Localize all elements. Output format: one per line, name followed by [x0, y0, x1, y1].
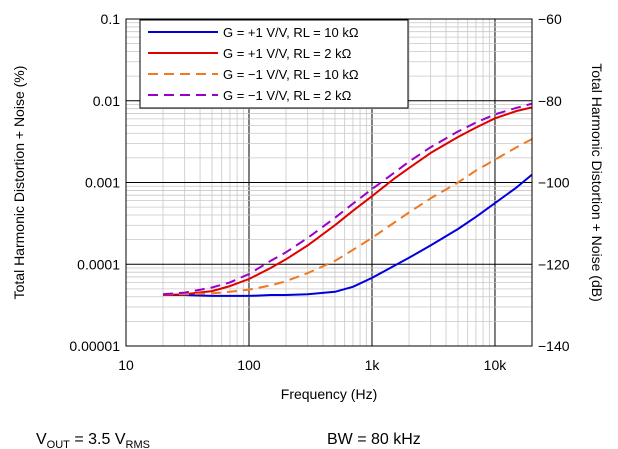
vout-mid: = 3.5 V [70, 431, 126, 448]
y-tick-label: 0.0001 [77, 256, 120, 272]
y-tick-label: 0.01 [93, 93, 120, 109]
vout-note: VOUT = 3.5 VRMS [36, 431, 150, 449]
bandwidth-note: BW = 80 kHz [327, 431, 421, 448]
y-tick-label: 0.001 [85, 175, 120, 191]
vout-sub1: OUT [47, 439, 71, 449]
x-tick-label: 100 [237, 357, 261, 373]
y-axis-label-right: Total Harmonic Distortion + Noise (dB) [589, 63, 605, 301]
series-line-3 [163, 138, 533, 296]
y-tick-label-right: −100 [538, 175, 570, 191]
legend-entry: G = +1 V/V, RL = 2 kΩ [223, 46, 352, 61]
y-tick-label-right: −60 [538, 11, 562, 27]
y-axis-label-left: Total Harmonic Distortion + Noise (%) [11, 66, 27, 300]
y-tick-label: 0.1 [101, 11, 121, 27]
y-tick-label: 0.00001 [69, 338, 120, 354]
legend-entry: G = +1 V/V, RL = 10 kΩ [223, 25, 359, 40]
vout-main: V [36, 431, 47, 448]
legend-entry: G = −1 V/V, RL = 2 kΩ [223, 88, 352, 103]
legend: G = +1 V/V, RL = 10 kΩ G = +1 V/V, RL = 2… [139, 19, 409, 109]
vout-sub2: RMS [126, 439, 150, 449]
x-tick-label: 1k [365, 357, 381, 373]
series-line-1 [163, 173, 533, 297]
series-line-4 [162, 102, 533, 296]
y-tick-label-right: −120 [538, 256, 570, 272]
series-line-2 [162, 106, 533, 296]
y-tick-label-right: −140 [538, 338, 570, 354]
x-tick-labels: 10 100 1k 10k [118, 357, 507, 373]
legend-box [139, 19, 409, 109]
x-tick-label: 10k [484, 357, 508, 373]
series-group [162, 102, 533, 297]
x-tick-label: 10 [118, 357, 134, 373]
x-axis-label: Frequency (Hz) [281, 386, 377, 402]
y-tick-labels-left: 0.00001 0.0001 0.001 0.01 0.1 [69, 11, 120, 354]
plot-frame [125, 18, 533, 347]
y-tick-label-right: −80 [538, 93, 562, 109]
legend-entry: G = −1 V/V, RL = 10 kΩ [223, 67, 359, 82]
y-tick-labels-right: −140 −120 −100 −80 −60 [538, 11, 570, 354]
